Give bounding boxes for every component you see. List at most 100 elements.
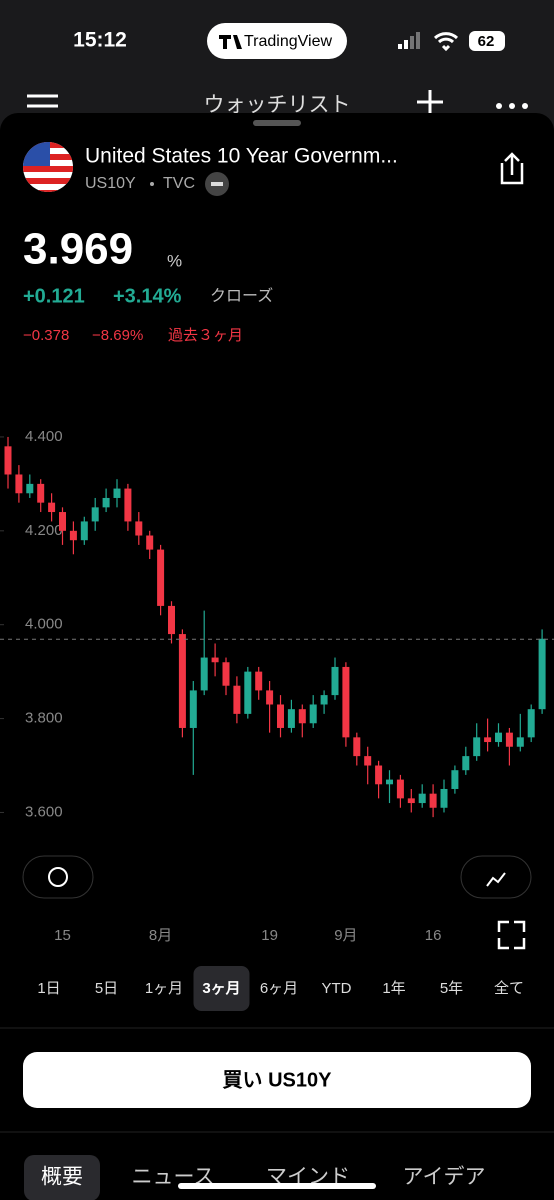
x-tick-label: 19 [261, 927, 278, 944]
candle-body [178, 634, 186, 728]
add-icon[interactable] [417, 90, 443, 115]
candle-body [102, 497, 110, 508]
wifi-icon [433, 32, 459, 52]
tab[interactable]: マインド [266, 1166, 350, 1189]
y-tick-label: 4.200 [25, 522, 63, 539]
price: 3.969 [23, 225, 133, 274]
candle-body [255, 671, 263, 691]
candle-body [37, 483, 45, 503]
candle-body [91, 507, 99, 522]
candle-body [26, 483, 34, 494]
candle-body [451, 770, 459, 789]
period-change: −0.378 [23, 327, 69, 344]
candle-body [298, 709, 306, 724]
candle-body [266, 690, 274, 705]
battery [469, 31, 505, 51]
candle-body [233, 685, 241, 714]
candle-body [69, 530, 77, 541]
tab[interactable]: 概要 [41, 1166, 83, 1189]
candle-body [440, 788, 448, 808]
fullscreen-icon[interactable] [497, 920, 526, 950]
chart: 3.600 3.800 4.000 4.200 4.400 15 8月 19 9月 16 [0, 428, 554, 944]
candle-body [353, 737, 361, 757]
candle-body [287, 709, 295, 728]
candle-body [516, 737, 524, 747]
candle-body [157, 549, 165, 606]
tab[interactable]: アイデア [403, 1166, 486, 1189]
candle-body [168, 605, 175, 635]
candle-body [4, 446, 12, 475]
candle-body [320, 695, 328, 705]
buy-button[interactable] [23, 1052, 531, 1108]
tab-selected [24, 1155, 100, 1200]
x-tick-label: 8月 [149, 927, 172, 944]
candle-body [418, 793, 426, 804]
sheet-handle[interactable] [253, 120, 301, 126]
app-name: TradingView [244, 33, 332, 50]
alert-icon [48, 867, 68, 887]
candle-body [189, 690, 197, 728]
y-tick-label: 4.400 [25, 428, 63, 445]
candle-body [527, 709, 535, 738]
period-option[interactable]: 1年 [382, 980, 405, 997]
candle-body [222, 662, 230, 686]
candle-body [505, 732, 513, 747]
candle-body [462, 756, 470, 771]
status-icon-bar [211, 182, 223, 186]
period-option[interactable]: 5年 [440, 980, 463, 997]
time: 15:12 [73, 29, 127, 52]
x-tick-label: 15 [54, 927, 71, 944]
period-option[interactable]: 5日 [95, 980, 118, 997]
candle-body [59, 512, 66, 531]
candle-body [396, 779, 404, 799]
market-status: クローズ [210, 287, 273, 305]
period-selected [193, 966, 250, 1011]
y-tick-label: 3.600 [25, 803, 63, 820]
period-change-percent: −8.69% [92, 327, 143, 344]
battery-level: 62 [478, 33, 495, 50]
candle-body [124, 488, 132, 522]
candle-body [200, 657, 208, 691]
period-option[interactable]: 1ヶ月 [145, 980, 183, 997]
period-option[interactable]: 3ヶ月 [202, 980, 240, 997]
flag-icon [23, 142, 73, 192]
header-title: ウォッチリスト [204, 94, 351, 117]
more-icon[interactable] [496, 103, 528, 109]
indicator-icon [486, 872, 506, 887]
candle-body [244, 671, 252, 714]
period-option[interactable]: YTD [322, 980, 352, 997]
candle-body [386, 779, 393, 785]
signal-icon [398, 32, 420, 49]
alert-button[interactable] [22, 855, 94, 899]
candle-body [473, 737, 481, 757]
candle-body [407, 798, 415, 804]
menu-icon[interactable] [27, 94, 58, 108]
candle-body [495, 732, 502, 743]
app-pill [207, 23, 347, 59]
candle-body [331, 666, 339, 696]
y-tick-label: 3.800 [25, 710, 63, 727]
candle-body [80, 521, 88, 541]
share-icon[interactable] [500, 152, 524, 185]
candle-body [277, 704, 284, 728]
instrument-name: United States 10 Year Governm... [85, 145, 398, 168]
instrument-symbol: US10Y [85, 175, 136, 192]
candle-body [375, 765, 383, 785]
change: +0.121 [23, 285, 85, 307]
app-logo [219, 35, 242, 49]
y-tick-label: 4.000 [25, 616, 63, 633]
price-unit: % [167, 251, 182, 270]
x-tick-label: 16 [425, 927, 442, 944]
candle-body [309, 704, 317, 724]
candle-body [364, 756, 372, 766]
candle-body [48, 502, 56, 513]
candle-body [146, 535, 154, 550]
separator-dot [150, 182, 154, 186]
period-option[interactable]: 6ヶ月 [260, 980, 298, 997]
indicator-button[interactable] [460, 855, 532, 899]
tab[interactable]: ニュース [132, 1166, 215, 1189]
period-option[interactable]: 1日 [37, 980, 60, 997]
candle-body [429, 793, 437, 808]
period-option[interactable]: 全て [494, 979, 524, 997]
